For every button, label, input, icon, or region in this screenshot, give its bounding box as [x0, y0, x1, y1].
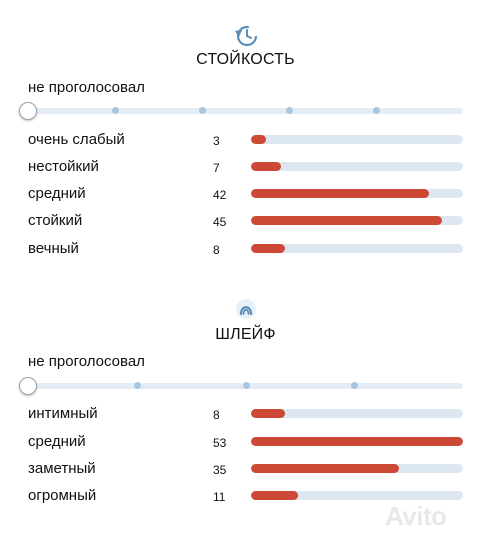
clock-refresh-icon	[231, 20, 261, 50]
slider-stop[interactable]	[373, 107, 380, 114]
vote-row-huge: огромный 11	[0, 486, 491, 508]
slider-stop[interactable]	[112, 107, 119, 114]
row-bar-track	[251, 491, 463, 500]
sillage-not-voted-label: не проголосовал	[28, 353, 145, 370]
row-bar-fill	[251, 244, 285, 253]
row-bar-fill	[251, 464, 400, 473]
row-label: огромный	[28, 487, 97, 504]
row-label: вечный	[28, 240, 79, 257]
row-label: стойкий	[28, 212, 83, 229]
row-label: очень слабый	[28, 131, 125, 148]
row-bar-fill	[251, 216, 442, 225]
sillage-icon	[231, 294, 261, 324]
row-count: 3	[213, 134, 220, 148]
row-bar-fill	[251, 162, 281, 171]
row-bar-track	[251, 216, 463, 225]
row-label: средний	[28, 433, 86, 450]
vote-row-noticeable: заметный 35	[0, 459, 491, 481]
slider-stop[interactable]	[133, 382, 141, 389]
row-bar-fill	[251, 135, 266, 144]
slider-stop[interactable]	[242, 382, 250, 389]
row-bar-track	[251, 437, 463, 446]
row-count: 7	[213, 161, 220, 175]
longevity-slider-knob[interactable]	[19, 102, 37, 120]
row-bar-track	[251, 135, 463, 144]
sillage-slider[interactable]	[28, 382, 463, 389]
slider-stop[interactable]	[286, 107, 293, 114]
row-bar-track	[251, 409, 463, 418]
row-label: интимный	[28, 405, 98, 422]
longevity-slider[interactable]	[28, 107, 463, 114]
slider-stop[interactable]	[199, 107, 206, 114]
sillage-slider-knob[interactable]	[19, 377, 37, 395]
row-count: 8	[213, 243, 220, 257]
longevity-title: СТОЙКОСТЬ	[196, 51, 295, 68]
row-label: средний	[28, 185, 86, 202]
vote-row-very-weak: очень слабый 3	[0, 130, 491, 152]
row-bar-fill	[251, 409, 285, 418]
row-label: заметный	[28, 460, 96, 477]
row-count: 35	[213, 463, 227, 477]
row-count: 53	[213, 436, 227, 450]
vote-row-unstable: нестойкий 7	[0, 157, 491, 179]
vote-row-persistent: стойкий 45	[0, 211, 491, 233]
row-bar-fill	[251, 189, 430, 198]
longevity-not-voted-label: не проголосовал	[28, 79, 145, 96]
slider-stop[interactable]	[351, 382, 359, 389]
watermark-logo: Avito	[385, 501, 447, 531]
row-bar-track	[251, 162, 463, 171]
row-bar-track	[251, 189, 463, 198]
vote-row-medium: средний 53	[0, 432, 491, 454]
vote-row-eternal: вечный 8	[0, 239, 491, 261]
row-count: 45	[213, 215, 227, 229]
row-count: 11	[213, 490, 226, 504]
sillage-title: ШЛЕЙФ	[215, 326, 276, 343]
row-bar-track	[251, 464, 463, 473]
vote-row-intimate: интимный 8	[0, 404, 491, 426]
row-label: нестойкий	[28, 158, 99, 175]
vote-row-medium: средний 42	[0, 184, 491, 206]
row-count: 8	[213, 408, 220, 422]
row-count: 42	[213, 188, 227, 202]
row-bar-fill	[251, 437, 463, 446]
row-bar-fill	[251, 491, 298, 500]
row-bar-track	[251, 244, 463, 253]
